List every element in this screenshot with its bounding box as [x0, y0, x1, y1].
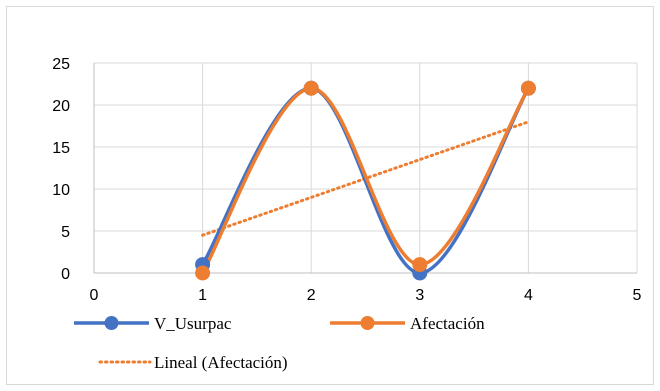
y-tick-label: 25 [52, 56, 70, 73]
legend-label-trendline: Lineal (Afectación) [154, 353, 288, 372]
series [195, 80, 536, 281]
data-point-series-1 [303, 80, 319, 96]
gridlines [94, 62, 638, 273]
legend-label: Afectación [410, 314, 485, 333]
y-tick-label: 15 [52, 140, 70, 157]
legend-marker-0 [104, 316, 119, 330]
data-point-series-1 [195, 265, 211, 281]
series-line-0 [200, 86, 531, 275]
y-tick-label: 20 [52, 98, 70, 115]
y-tick-label: 0 [61, 266, 70, 283]
x-tick-label: 4 [524, 287, 533, 304]
x-tick-label: 3 [415, 287, 424, 304]
y-tick-label: 10 [52, 182, 70, 199]
x-tick-label: 5 [633, 287, 642, 304]
x-tick-label: 1 [198, 287, 207, 304]
data-point-series-1 [520, 80, 536, 96]
axes: 0 5 10 15 20 25 0 1 2 3 4 5 [52, 56, 641, 304]
data-point-series-1 [412, 257, 428, 273]
x-tick-label: 0 [90, 287, 99, 304]
legend: V_Usurpac Afectación Lineal (Afectación) [74, 314, 485, 372]
legend-label: V_Usurpac [154, 314, 232, 333]
series-line-1 [200, 86, 531, 275]
y-tick-label: 5 [61, 224, 70, 241]
x-tick-label: 2 [307, 287, 316, 304]
legend-marker-1 [360, 316, 375, 330]
